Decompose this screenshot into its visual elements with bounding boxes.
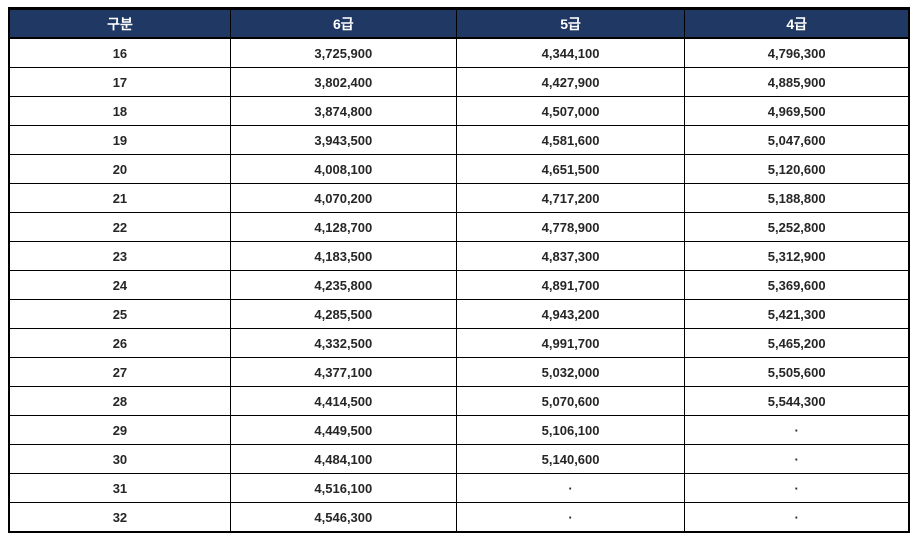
grade6-cell: 4,070,200: [229, 183, 457, 213]
grade4-cell: 5,369,600: [684, 270, 910, 300]
step-cell: 28: [8, 386, 231, 416]
table-row: 29 4,449,500 5,106,100 ·: [8, 415, 910, 445]
grade6-cell: 4,008,100: [229, 154, 457, 184]
table-row: 28 4,414,500 5,070,600 5,544,300: [8, 386, 910, 416]
table-row: 16 3,725,900 4,344,100 4,796,300: [8, 37, 910, 68]
grade5-cell: 4,344,100: [455, 37, 686, 68]
table-row: 24 4,235,800 4,891,700 5,369,600: [8, 270, 910, 300]
grade4-cell: ·: [684, 444, 910, 474]
grade6-cell: 4,414,500: [229, 386, 457, 416]
table-row: 21 4,070,200 4,717,200 5,188,800: [8, 183, 910, 213]
column-header-grade4: 4급: [684, 8, 910, 39]
grade6-cell: 4,377,100: [229, 357, 457, 387]
table-row: 27 4,377,100 5,032,000 5,505,600: [8, 357, 910, 387]
step-cell: 22: [8, 212, 231, 242]
grade5-cell: 5,070,600: [455, 386, 686, 416]
grade4-cell: 5,047,600: [684, 125, 910, 155]
table-row: 17 3,802,400 4,427,900 4,885,900: [8, 67, 910, 97]
grade4-cell: 5,465,200: [684, 328, 910, 358]
grade4-cell: ·: [684, 415, 910, 445]
step-cell: 30: [8, 444, 231, 474]
grade4-cell: 5,544,300: [684, 386, 910, 416]
step-cell: 19: [8, 125, 231, 155]
grade6-cell: 4,516,100: [229, 473, 457, 503]
grade6-cell: 3,725,900: [229, 37, 457, 68]
table-row: 22 4,128,700 4,778,900 5,252,800: [8, 212, 910, 242]
salary-table: 구분 6급 5급 4급 16 3,725,900 4,344,100 4,796,30…: [8, 7, 910, 533]
grade5-cell: 5,106,100: [455, 415, 686, 445]
step-cell: 23: [8, 241, 231, 271]
grade5-cell: 5,140,600: [455, 444, 686, 474]
header-row: 구분 6급 5급 4급: [8, 8, 910, 39]
table-row: 20 4,008,100 4,651,500 5,120,600: [8, 154, 910, 184]
table-body: 16 3,725,900 4,344,100 4,796,300 17 3,802,400…: [8, 37, 910, 533]
step-cell: 32: [8, 502, 231, 533]
grade5-cell: 4,991,700: [455, 328, 686, 358]
step-cell: 26: [8, 328, 231, 358]
step-cell: 24: [8, 270, 231, 300]
step-cell: 25: [8, 299, 231, 329]
table-row: 30 4,484,100 5,140,600 ·: [8, 444, 910, 474]
grade6-cell: 4,285,500: [229, 299, 457, 329]
step-cell: 16: [8, 37, 231, 68]
grade6-cell: 4,235,800: [229, 270, 457, 300]
grade4-cell: 5,421,300: [684, 299, 910, 329]
grade6-cell: 4,128,700: [229, 212, 457, 242]
grade4-cell: 5,312,900: [684, 241, 910, 271]
step-cell: 31: [8, 473, 231, 503]
step-cell: 17: [8, 67, 231, 97]
table-row: 18 3,874,800 4,507,000 4,969,500: [8, 96, 910, 126]
grade4-cell: 5,505,600: [684, 357, 910, 387]
grade6-cell: 4,332,500: [229, 328, 457, 358]
grade5-cell: 4,891,700: [455, 270, 686, 300]
step-cell: 21: [8, 183, 231, 213]
grade4-cell: 5,120,600: [684, 154, 910, 184]
grade6-cell: 3,874,800: [229, 96, 457, 126]
grade6-cell: 4,183,500: [229, 241, 457, 271]
grade5-cell: 4,778,900: [455, 212, 686, 242]
grade5-cell: 4,507,000: [455, 96, 686, 126]
grade4-cell: 5,188,800: [684, 183, 910, 213]
step-cell: 29: [8, 415, 231, 445]
column-header-grade6: 6급: [229, 8, 457, 39]
grade5-cell: 4,837,300: [455, 241, 686, 271]
grade5-cell: ·: [455, 502, 686, 533]
grade4-cell: 4,885,900: [684, 67, 910, 97]
grade6-cell: 4,546,300: [229, 502, 457, 533]
grade4-cell: 5,252,800: [684, 212, 910, 242]
column-header-grade5: 5급: [455, 8, 686, 39]
grade6-cell: 3,943,500: [229, 125, 457, 155]
grade5-cell: 4,581,600: [455, 125, 686, 155]
grade5-cell: 5,032,000: [455, 357, 686, 387]
table-row: 25 4,285,500 4,943,200 5,421,300: [8, 299, 910, 329]
grade4-cell: 4,969,500: [684, 96, 910, 126]
column-header-category: 구분: [8, 8, 231, 39]
grade5-cell: 4,717,200: [455, 183, 686, 213]
grade6-cell: 4,484,100: [229, 444, 457, 474]
grade5-cell: ·: [455, 473, 686, 503]
grade6-cell: 3,802,400: [229, 67, 457, 97]
grade5-cell: 4,427,900: [455, 67, 686, 97]
table-row: 23 4,183,500 4,837,300 5,312,900: [8, 241, 910, 271]
table-row: 26 4,332,500 4,991,700 5,465,200: [8, 328, 910, 358]
grade6-cell: 4,449,500: [229, 415, 457, 445]
table-row: 19 3,943,500 4,581,600 5,047,600: [8, 125, 910, 155]
step-cell: 20: [8, 154, 231, 184]
grade4-cell: ·: [684, 473, 910, 503]
grade5-cell: 4,651,500: [455, 154, 686, 184]
grade4-cell: ·: [684, 502, 910, 533]
table-row: 31 4,516,100 · ·: [8, 473, 910, 503]
step-cell: 18: [8, 96, 231, 126]
table-row: 32 4,546,300 · ·: [8, 502, 910, 533]
grade5-cell: 4,943,200: [455, 299, 686, 329]
grade4-cell: 4,796,300: [684, 37, 910, 68]
step-cell: 27: [8, 357, 231, 387]
